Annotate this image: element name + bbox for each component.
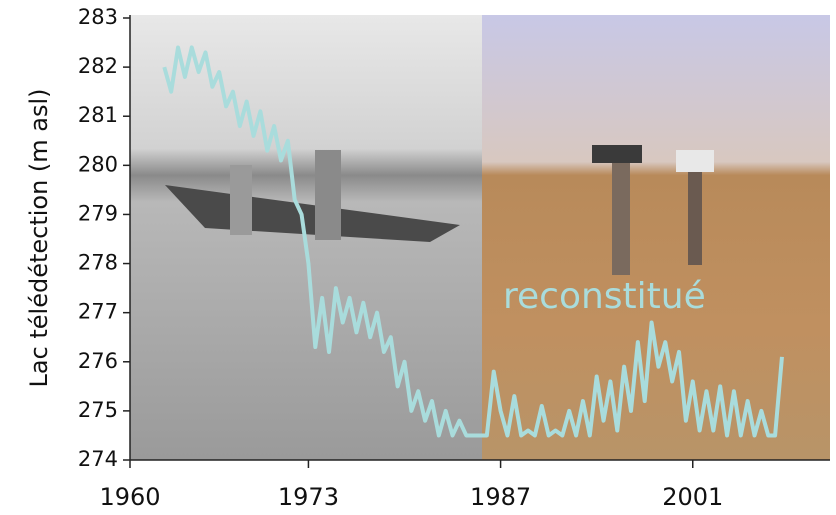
- x-tick-label: 1973: [278, 483, 339, 511]
- y-tick-label: 277: [78, 300, 118, 324]
- y-axis-label: Lac télédétection (m asl): [25, 88, 53, 387]
- photo-right: [482, 15, 830, 460]
- x-tick-label: 1960: [99, 483, 160, 511]
- pillar-top: [592, 145, 642, 163]
- line: [162, 45, 784, 438]
- y-tick-label: 279: [78, 201, 118, 225]
- pillar: [612, 160, 630, 275]
- y-tick-label: 283: [78, 5, 118, 29]
- y-tick-label: 281: [78, 103, 118, 127]
- y-tick-label: 278: [78, 251, 118, 275]
- annotation: reconstitué: [503, 276, 706, 317]
- pillar-top: [676, 150, 714, 172]
- pillar: [230, 165, 252, 235]
- y-tick-label: 276: [78, 349, 118, 373]
- x-tick-label: 2001: [662, 483, 723, 511]
- y-tick-label: 280: [78, 152, 118, 176]
- y-tick-label: 282: [78, 54, 118, 78]
- pillar: [688, 170, 702, 265]
- y-tick-label: 274: [78, 447, 118, 471]
- x-tick-label: 1987: [470, 483, 531, 511]
- y-tick-label: 275: [78, 398, 118, 422]
- pillar: [315, 150, 341, 240]
